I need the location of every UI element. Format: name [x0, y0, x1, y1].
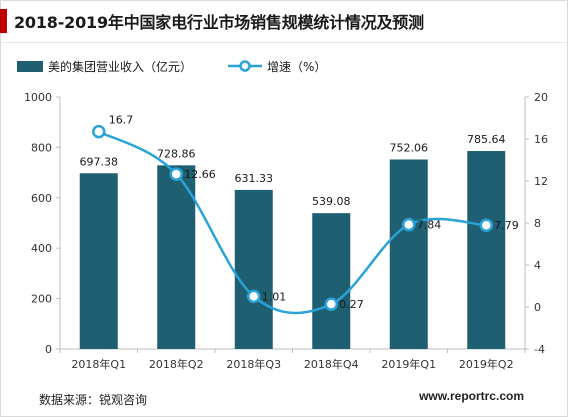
- bar-revenue: [157, 165, 196, 349]
- growth-value-label: 0.27: [339, 298, 364, 311]
- title-divider: [0, 42, 568, 43]
- x-tick-label: 2018年Q4: [304, 357, 359, 371]
- growth-value-label: 16.7: [109, 114, 134, 127]
- bar-revenue: [79, 173, 118, 349]
- chart-title: 2018-2019年中国家电行业市场销售规模统计情况及预测: [14, 13, 424, 32]
- legend-item-growth: 增速（%）: [227, 58, 326, 74]
- growth-point: [247, 289, 261, 304]
- bar-revenue: [312, 213, 351, 349]
- y-right-tick-label: 0: [534, 301, 541, 314]
- y-right-tick-label: 8: [534, 217, 541, 230]
- bar-revenue: [467, 151, 506, 349]
- watermark-url: www.reportrc.com: [419, 389, 524, 403]
- x-tick-label: 2019年Q1: [381, 357, 436, 371]
- bar-value-label: 697.38: [80, 155, 119, 168]
- y-left-tick-label: 200: [31, 293, 52, 306]
- y-left-tick-label: 400: [31, 242, 52, 255]
- legend-item-revenue: 美的集团营业收入（亿元）: [17, 58, 192, 74]
- y-left-tick-label: 0: [45, 343, 52, 356]
- x-tick-label: 2019年Q2: [459, 357, 514, 371]
- bar-revenue: [234, 189, 273, 349]
- bar-value-label: 728.86: [157, 147, 196, 160]
- bar-value-label: 785.64: [467, 133, 506, 146]
- chart-legend: 美的集团营业收入（亿元） 增速（%）: [0, 58, 568, 74]
- bar-revenue: [389, 159, 428, 349]
- y-right-tick-label: -4: [534, 343, 545, 356]
- bar-value-label: 539.08: [312, 195, 351, 208]
- y-left-tick-label: 800: [31, 141, 52, 154]
- title-accent-bar: [0, 9, 7, 33]
- x-tick-label: 2018年Q3: [226, 357, 281, 371]
- y-right-tick-label: 16: [534, 133, 548, 146]
- y-left-tick-label: 1000: [24, 91, 52, 104]
- source-note: 数据来源：锐观咨询: [39, 393, 148, 407]
- y-right-tick-label: 12: [534, 175, 548, 188]
- growth-value-label: 1.01: [262, 290, 287, 303]
- legend-label-revenue: 美的集团营业收入（亿元）: [48, 59, 193, 74]
- growth-value-label: 7.84: [417, 219, 442, 232]
- title-bar: 2018-2019年中国家电行业市场销售规模统计情况及预测: [0, 0, 568, 43]
- x-tick-label: 2018年Q2: [149, 357, 204, 371]
- growth-value-label: 7.79: [494, 219, 519, 232]
- growth-point: [92, 124, 106, 139]
- legend-line-swatch: [228, 60, 262, 72]
- y-left-tick-label: 600: [31, 192, 52, 205]
- bar-value-label: 752.06: [390, 141, 429, 154]
- growth-point: [169, 167, 183, 181]
- growth-value-label: 12.66: [184, 168, 216, 181]
- legend-bar-swatch: [17, 60, 43, 72]
- growth-point: [324, 297, 338, 311]
- growth-point: [479, 218, 493, 232]
- x-tick-label: 2018年Q1: [71, 357, 126, 371]
- growth-point: [402, 217, 416, 232]
- y-right-tick-label: 20: [534, 91, 548, 104]
- y-right-tick-label: 4: [534, 259, 541, 272]
- bar-value-label: 631.33: [235, 172, 274, 185]
- legend-label-growth: 增速（%）: [267, 59, 327, 74]
